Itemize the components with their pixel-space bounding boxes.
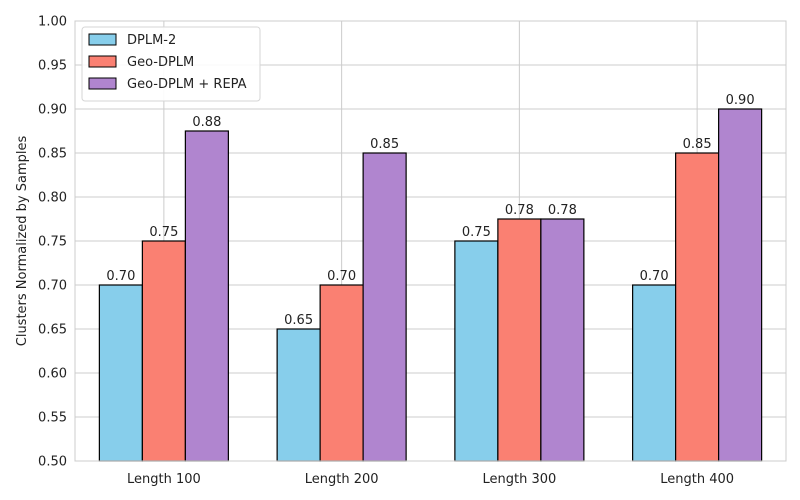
bar bbox=[675, 152, 720, 462]
bar bbox=[632, 284, 677, 462]
bar bbox=[718, 108, 763, 462]
y-tick-label: 0.75 bbox=[38, 235, 67, 250]
axis-layer: 0.50 0.55 0.60 0.65 0.70 0.75 0.80 0.85 0.90 0.95… bbox=[38, 15, 787, 487]
bar bbox=[276, 328, 321, 462]
data-label: 0.65 bbox=[284, 313, 313, 328]
legend-entry: Geo-DPLM bbox=[127, 55, 194, 70]
y-tick-label: 0.90 bbox=[38, 103, 67, 118]
data-label-layer: 0.70 0.65 0.75 0.70 0.75 0.70 0.78 0.85 0.88 0.85… bbox=[106, 93, 754, 328]
bar bbox=[319, 284, 364, 462]
x-tick-label: Length 200 bbox=[305, 472, 379, 487]
y-tick-label: 0.70 bbox=[38, 279, 67, 294]
bar-layer bbox=[98, 108, 763, 462]
y-tick-label: 0.85 bbox=[38, 147, 67, 162]
plot-frame bbox=[74, 20, 787, 462]
legend-entry: Geo-DPLM + REPA bbox=[127, 77, 247, 92]
bar bbox=[362, 152, 407, 462]
bar bbox=[98, 284, 143, 462]
bar bbox=[540, 218, 585, 462]
data-label: 0.75 bbox=[149, 225, 178, 240]
legend-swatch bbox=[88, 33, 117, 46]
y-tick-label: 0.50 bbox=[38, 455, 67, 470]
legend-entry: DPLM-2 bbox=[127, 33, 176, 48]
bar bbox=[497, 218, 542, 462]
data-label: 0.88 bbox=[192, 115, 221, 130]
data-label: 0.90 bbox=[726, 93, 755, 108]
y-axis-title: Clusters Normalized by Samples bbox=[15, 136, 30, 347]
data-label: 0.78 bbox=[548, 203, 577, 218]
x-tick-label: Length 400 bbox=[660, 472, 734, 487]
y-tick-label: 1.00 bbox=[38, 15, 67, 30]
legend: DPLM-2 Geo-DPLM Geo-DPLM + REPA bbox=[81, 26, 261, 102]
x-tick-label: Length 100 bbox=[127, 472, 201, 487]
legend-swatch bbox=[88, 55, 117, 68]
data-label: 0.70 bbox=[640, 269, 669, 284]
bar bbox=[141, 240, 186, 462]
bar bbox=[454, 240, 499, 462]
y-tick-label: 0.95 bbox=[38, 59, 67, 74]
x-tick-label: Length 300 bbox=[482, 472, 556, 487]
y-tick-label: 0.55 bbox=[38, 411, 67, 426]
legend-frame bbox=[81, 26, 261, 102]
data-label: 0.70 bbox=[106, 269, 135, 284]
y-tick-label: 0.80 bbox=[38, 191, 67, 206]
legend-swatch bbox=[88, 77, 117, 90]
bar bbox=[184, 130, 229, 462]
y-tick-label: 0.65 bbox=[38, 323, 67, 338]
data-label: 0.85 bbox=[370, 137, 399, 152]
data-label: 0.70 bbox=[327, 269, 356, 284]
data-label: 0.78 bbox=[505, 203, 534, 218]
y-tick-label: 0.60 bbox=[38, 367, 67, 382]
data-label: 0.75 bbox=[462, 225, 491, 240]
data-label: 0.85 bbox=[683, 137, 712, 152]
